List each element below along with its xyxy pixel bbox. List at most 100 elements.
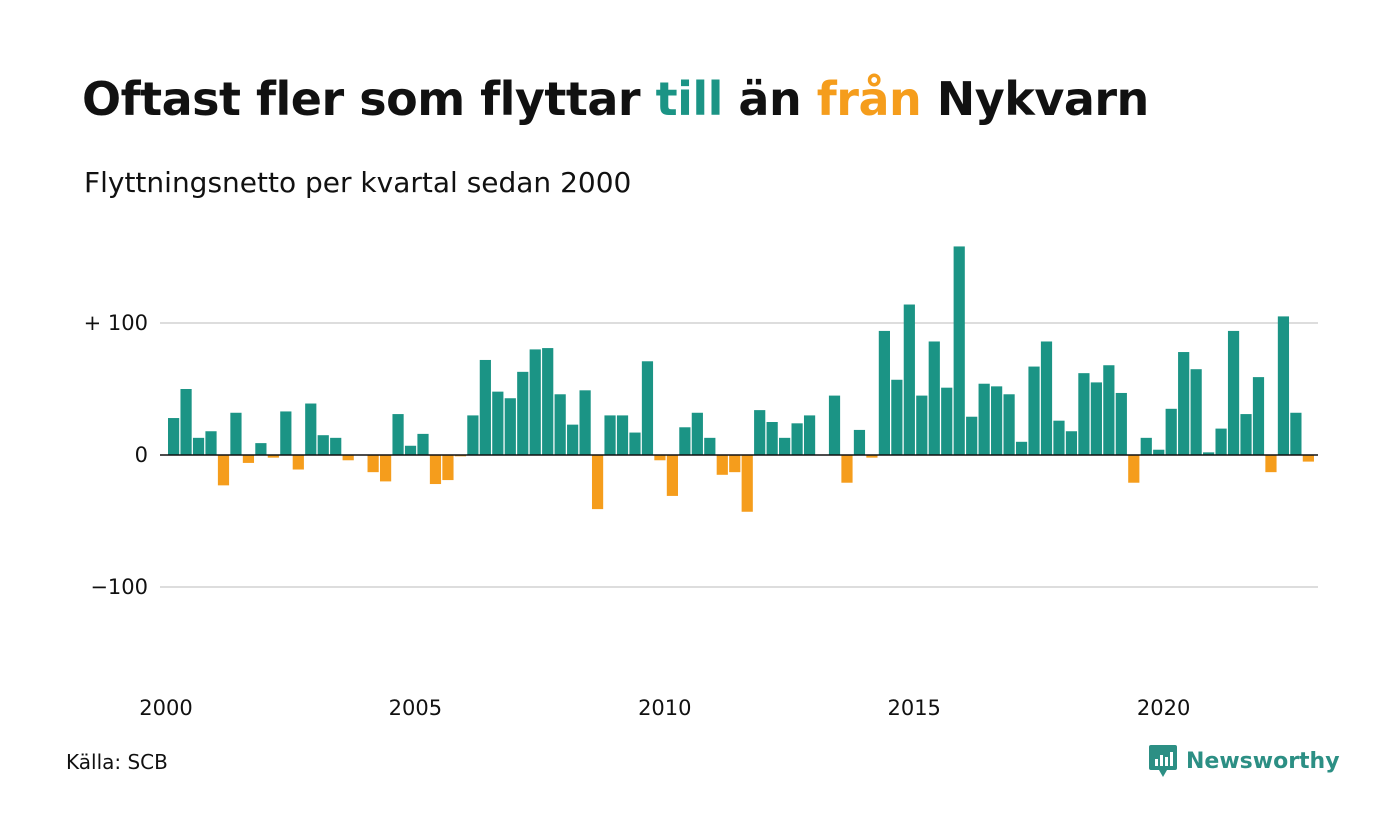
bar [554,394,566,455]
bar [1003,394,1015,455]
bar [616,415,629,455]
bar [1078,373,1090,455]
bar [766,422,778,455]
bar [317,435,329,455]
y-tick-label: 0 [135,443,148,467]
bar [1140,437,1152,455]
bar [1190,369,1202,455]
bar [192,437,205,455]
title-word-fran: från [816,72,922,126]
y-tick-label: + 100 [84,311,148,335]
bar [417,433,429,455]
bar [404,445,417,455]
bar [1065,431,1078,455]
bar [1103,365,1115,455]
bar [579,390,591,455]
bar [853,429,866,455]
bar [342,455,354,461]
bar [1290,412,1302,455]
bar [392,414,404,455]
bar [467,415,479,455]
bar [803,415,816,455]
brand-name: Newsworthy [1186,748,1340,774]
bar [878,330,890,455]
chart-subtitle: Flyttningsnetto per kvartal sedan 2000 [84,166,632,199]
bar [629,432,641,455]
bar [928,341,940,455]
bar [379,455,392,482]
bar [205,431,217,455]
bar [168,418,180,455]
bar [1165,408,1177,455]
bar [542,348,554,455]
bar [891,379,903,455]
bar [1178,352,1190,455]
x-tick-label: 2005 [389,696,442,720]
bar [330,437,342,455]
bar [953,246,965,455]
bar [754,410,766,455]
bar [442,455,454,481]
bar [916,395,928,455]
bar [729,455,741,473]
bar [1115,392,1127,455]
bar [679,427,691,455]
newsworthy-logo-icon [1149,745,1177,777]
bar [1252,377,1265,455]
x-tick-label: 2015 [887,696,940,720]
bar [1028,366,1040,455]
bar [367,455,379,473]
bar [479,359,491,455]
bar [1302,455,1314,462]
bar [504,398,516,455]
bar [866,455,878,458]
bar [242,455,255,463]
bar [691,412,703,455]
bar [666,455,678,496]
bar [604,415,616,455]
bar [741,455,753,512]
bar [704,437,716,455]
bar [654,455,666,461]
title-word-till: till [655,72,724,126]
bar [305,403,317,455]
bar [966,416,978,455]
bar [841,455,853,483]
bar [779,437,791,455]
bar [1240,414,1252,455]
bar [492,391,504,455]
bar [941,387,953,455]
chart-title: Oftast fler som flyttar till än från Nyk… [82,72,1149,126]
bar [716,455,728,475]
bar [1040,341,1053,455]
title-part-2: än [722,72,817,126]
bar [567,424,579,455]
bar [267,455,279,458]
bar [230,412,242,455]
bar [1015,441,1028,455]
title-part-1: Oftast fler som flyttar [82,72,656,126]
title-part-3: Nykvarn [921,72,1150,126]
bar [1203,452,1215,455]
bar [978,383,990,455]
bar [903,304,915,455]
x-tick-label: 2020 [1137,696,1190,720]
y-tick-label: −100 [90,575,148,599]
bar [1265,455,1277,473]
bar [1277,316,1290,455]
bar [1153,449,1165,455]
bar [429,455,442,485]
bar [991,386,1003,455]
bar [180,389,192,455]
brand-logo: Newsworthy [1148,744,1340,778]
bar [217,455,230,486]
bar [529,349,541,455]
bar [641,361,654,455]
bar [1090,382,1102,455]
bar [1227,330,1240,455]
bar [828,395,841,455]
bar [791,423,803,455]
bar [1053,420,1065,455]
x-tick-label: 2000 [139,696,192,720]
